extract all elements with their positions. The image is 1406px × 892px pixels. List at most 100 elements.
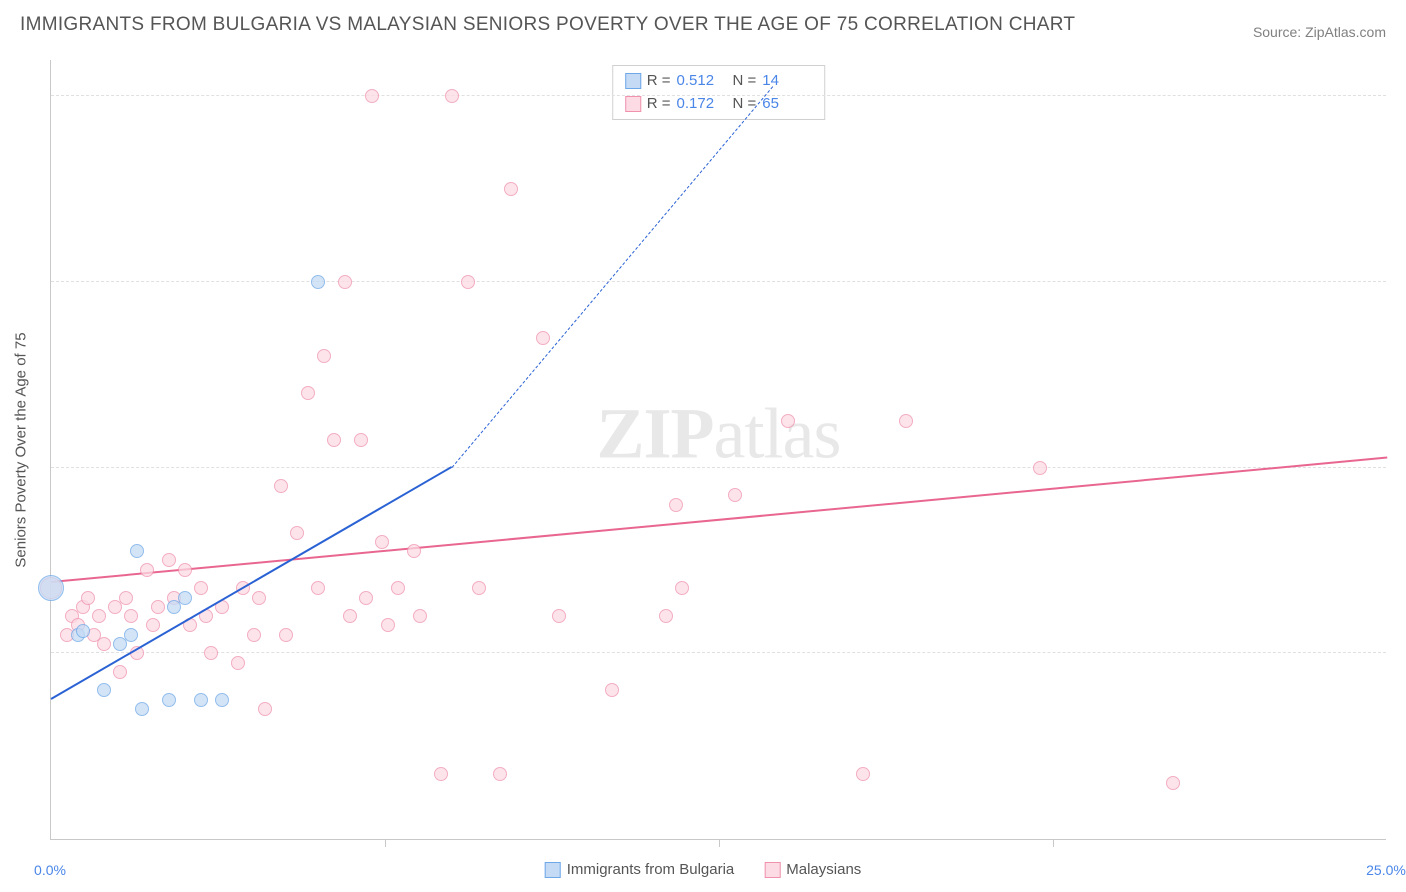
scatter-point bbox=[781, 414, 795, 428]
scatter-point bbox=[140, 563, 154, 577]
legend-bottom-swatch-0 bbox=[545, 862, 561, 878]
gridline-h bbox=[51, 467, 1386, 468]
correlation-legend: R = 0.512 N = 14 R = 0.172 N = 65 bbox=[612, 65, 826, 120]
scatter-point bbox=[178, 591, 192, 605]
scatter-point bbox=[124, 609, 138, 623]
scatter-point bbox=[97, 637, 111, 651]
x-tick-label: 0.0% bbox=[34, 862, 66, 878]
scatter-point bbox=[124, 628, 138, 642]
scatter-point bbox=[365, 89, 379, 103]
correlation-legend-row-0: R = 0.512 N = 14 bbox=[625, 70, 813, 93]
scatter-point bbox=[162, 553, 176, 567]
scatter-point bbox=[445, 89, 459, 103]
watermark: ZIPatlas bbox=[597, 392, 841, 475]
scatter-point bbox=[279, 628, 293, 642]
scatter-point bbox=[856, 767, 870, 781]
scatter-point bbox=[130, 544, 144, 558]
scatter-point bbox=[728, 488, 742, 502]
y-tick-label: 10.0% bbox=[1391, 629, 1406, 645]
scatter-point bbox=[258, 702, 272, 716]
scatter-point bbox=[359, 591, 373, 605]
scatter-point bbox=[178, 563, 192, 577]
scatter-point bbox=[493, 767, 507, 781]
legend-swatch-0 bbox=[625, 73, 641, 89]
scatter-point bbox=[434, 767, 448, 781]
scatter-point bbox=[675, 581, 689, 595]
legend-label-0: Immigrants from Bulgaria bbox=[567, 861, 735, 878]
x-tick bbox=[385, 839, 386, 847]
scatter-point bbox=[605, 683, 619, 697]
scatter-point bbox=[659, 609, 673, 623]
trend-line bbox=[51, 456, 1387, 582]
x-tick bbox=[1053, 839, 1054, 847]
scatter-point bbox=[504, 182, 518, 196]
y-tick-label: 40.0% bbox=[1391, 72, 1406, 88]
legend-item-0: Immigrants from Bulgaria bbox=[545, 861, 735, 878]
legend-swatch-1 bbox=[625, 96, 641, 112]
series-legend: Immigrants from Bulgaria Malaysians bbox=[545, 861, 862, 878]
scatter-point bbox=[407, 544, 421, 558]
scatter-point bbox=[391, 581, 405, 595]
scatter-point bbox=[669, 498, 683, 512]
scatter-point bbox=[215, 693, 229, 707]
scatter-point bbox=[146, 618, 160, 632]
chart-plot-area: ZIPatlas Seniors Poverty Over the Age of… bbox=[50, 60, 1386, 840]
scatter-point bbox=[252, 591, 266, 605]
scatter-point bbox=[231, 656, 245, 670]
scatter-point bbox=[327, 433, 341, 447]
scatter-point bbox=[354, 433, 368, 447]
scatter-point bbox=[135, 702, 149, 716]
x-tick bbox=[719, 839, 720, 847]
gridline-h bbox=[51, 652, 1386, 653]
scatter-point bbox=[461, 275, 475, 289]
scatter-point bbox=[317, 349, 331, 363]
x-tick-label: 25.0% bbox=[1366, 862, 1406, 878]
scatter-point bbox=[76, 624, 90, 638]
scatter-point bbox=[338, 275, 352, 289]
scatter-point bbox=[119, 591, 133, 605]
legend-bottom-swatch-1 bbox=[764, 862, 780, 878]
scatter-point bbox=[97, 683, 111, 697]
scatter-point bbox=[536, 331, 550, 345]
scatter-point bbox=[194, 581, 208, 595]
scatter-point bbox=[92, 609, 106, 623]
scatter-point bbox=[194, 693, 208, 707]
y-tick-label: 20.0% bbox=[1391, 444, 1406, 460]
watermark-zip: ZIP bbox=[597, 393, 714, 473]
scatter-point bbox=[113, 665, 127, 679]
scatter-point bbox=[311, 275, 325, 289]
scatter-point bbox=[290, 526, 304, 540]
y-tick-label: 30.0% bbox=[1391, 258, 1406, 274]
scatter-point bbox=[151, 600, 165, 614]
scatter-point bbox=[381, 618, 395, 632]
scatter-point bbox=[38, 575, 64, 601]
scatter-point bbox=[343, 609, 357, 623]
source-value: ZipAtlas.com bbox=[1305, 24, 1386, 40]
scatter-point bbox=[247, 628, 261, 642]
y-axis-label: Seniors Poverty Over the Age of 75 bbox=[13, 332, 30, 567]
trend-line-dashed bbox=[451, 86, 772, 467]
scatter-point bbox=[274, 479, 288, 493]
source-label: Source: bbox=[1253, 24, 1305, 40]
scatter-point bbox=[301, 386, 315, 400]
legend-label-1: Malaysians bbox=[786, 861, 861, 878]
n-label-0: N = bbox=[733, 70, 757, 93]
r-label-0: R = bbox=[647, 70, 671, 93]
watermark-atlas: atlas bbox=[714, 393, 841, 473]
scatter-point bbox=[81, 591, 95, 605]
scatter-point bbox=[1033, 461, 1047, 475]
scatter-point bbox=[899, 414, 913, 428]
legend-item-1: Malaysians bbox=[764, 861, 861, 878]
scatter-point bbox=[1166, 776, 1180, 790]
scatter-point bbox=[413, 609, 427, 623]
r-value-0: 0.512 bbox=[677, 70, 727, 93]
scatter-point bbox=[204, 646, 218, 660]
gridline-h bbox=[51, 95, 1386, 96]
scatter-point bbox=[375, 535, 389, 549]
scatter-point bbox=[162, 693, 176, 707]
gridline-h bbox=[51, 281, 1386, 282]
trend-line bbox=[50, 466, 452, 700]
source-attribution: Source: ZipAtlas.com bbox=[1253, 24, 1386, 40]
chart-title: IMMIGRANTS FROM BULGARIA VS MALAYSIAN SE… bbox=[20, 14, 1075, 36]
scatter-point bbox=[311, 581, 325, 595]
